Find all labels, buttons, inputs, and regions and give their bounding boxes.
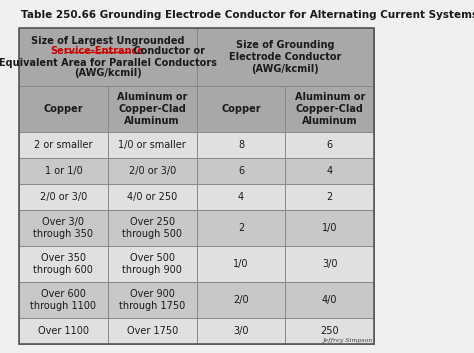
Bar xyxy=(197,210,285,246)
Bar xyxy=(19,28,374,344)
Text: Conductor or: Conductor or xyxy=(130,47,205,56)
Text: 2 or smaller: 2 or smaller xyxy=(34,140,92,150)
Text: Over 900
through 1750: Over 900 through 1750 xyxy=(119,289,185,311)
Text: 2/0: 2/0 xyxy=(233,295,249,305)
Text: 3/0: 3/0 xyxy=(233,326,249,336)
Bar xyxy=(197,158,285,184)
Bar xyxy=(197,28,374,86)
Text: Over 3/0
through 350: Over 3/0 through 350 xyxy=(33,217,93,239)
Text: Size of Grounding
Electrode Conductor
(AWG/kcmil): Size of Grounding Electrode Conductor (A… xyxy=(229,40,342,73)
Bar xyxy=(285,132,374,158)
Bar xyxy=(19,184,108,210)
Text: Service-Entrance: Service-Entrance xyxy=(50,47,144,56)
Bar xyxy=(108,282,197,318)
Text: 2: 2 xyxy=(327,192,333,202)
Bar xyxy=(197,86,285,132)
Text: Copper: Copper xyxy=(221,104,261,114)
Bar xyxy=(108,86,197,132)
Text: 2/0 or 3/0: 2/0 or 3/0 xyxy=(40,192,87,202)
Text: Over 500
through 900: Over 500 through 900 xyxy=(122,253,182,275)
Text: 1/0: 1/0 xyxy=(322,223,337,233)
Text: Table 250.66 Grounding Electrode Conductor for Alternating Current Systems: Table 250.66 Grounding Electrode Conduct… xyxy=(21,10,474,20)
Bar xyxy=(108,184,197,210)
Bar xyxy=(19,246,108,282)
Bar xyxy=(108,158,197,184)
Bar xyxy=(197,282,285,318)
Bar xyxy=(19,210,108,246)
Text: 6: 6 xyxy=(327,140,333,150)
Bar xyxy=(19,282,108,318)
Text: 3/0: 3/0 xyxy=(322,259,337,269)
Text: 4/0: 4/0 xyxy=(322,295,337,305)
Bar xyxy=(197,246,285,282)
Text: Size of Largest Ungrounded: Size of Largest Ungrounded xyxy=(31,36,184,46)
Text: 2/0 or 3/0: 2/0 or 3/0 xyxy=(128,166,176,176)
Bar xyxy=(285,318,374,344)
Text: 8: 8 xyxy=(238,140,244,150)
Bar xyxy=(108,246,197,282)
Text: Over 250
through 500: Over 250 through 500 xyxy=(122,217,182,239)
Bar xyxy=(19,28,197,86)
Bar xyxy=(197,184,285,210)
Text: Aluminum or
Copper-Clad
Aluminum: Aluminum or Copper-Clad Aluminum xyxy=(295,92,365,126)
Text: 4: 4 xyxy=(327,166,333,176)
Text: Over 600
through 1100: Over 600 through 1100 xyxy=(30,289,96,311)
Bar xyxy=(285,282,374,318)
Text: Over 350
through 600: Over 350 through 600 xyxy=(34,253,93,275)
Bar xyxy=(197,318,285,344)
Text: Over 1750: Over 1750 xyxy=(127,326,178,336)
Text: 4: 4 xyxy=(238,192,244,202)
Text: 250: 250 xyxy=(320,326,339,336)
Text: 6: 6 xyxy=(238,166,244,176)
Text: 2: 2 xyxy=(238,223,244,233)
Text: Jeffrey Simpson: Jeffrey Simpson xyxy=(322,338,373,343)
Bar xyxy=(197,132,285,158)
Bar xyxy=(19,318,108,344)
Text: Over 1100: Over 1100 xyxy=(38,326,89,336)
Bar xyxy=(19,158,108,184)
Text: (AWG/kcmil): (AWG/kcmil) xyxy=(74,68,142,78)
Bar xyxy=(19,132,108,158)
Text: 1/0: 1/0 xyxy=(233,259,249,269)
Bar xyxy=(285,86,374,132)
Bar xyxy=(108,210,197,246)
Text: Aluminum or
Copper-Clad
Aluminum: Aluminum or Copper-Clad Aluminum xyxy=(117,92,187,126)
Bar xyxy=(108,132,197,158)
Text: 4/0 or 250: 4/0 or 250 xyxy=(127,192,177,202)
Bar xyxy=(108,318,197,344)
Bar xyxy=(285,158,374,184)
Text: Copper: Copper xyxy=(44,104,83,114)
Text: Equivalent Area for Parallel Conductors: Equivalent Area for Parallel Conductors xyxy=(0,58,217,67)
Text: 1/0 or smaller: 1/0 or smaller xyxy=(118,140,186,150)
Bar xyxy=(19,86,108,132)
Bar xyxy=(285,210,374,246)
Bar xyxy=(285,184,374,210)
Bar xyxy=(285,246,374,282)
Text: 1 or 1/0: 1 or 1/0 xyxy=(45,166,82,176)
